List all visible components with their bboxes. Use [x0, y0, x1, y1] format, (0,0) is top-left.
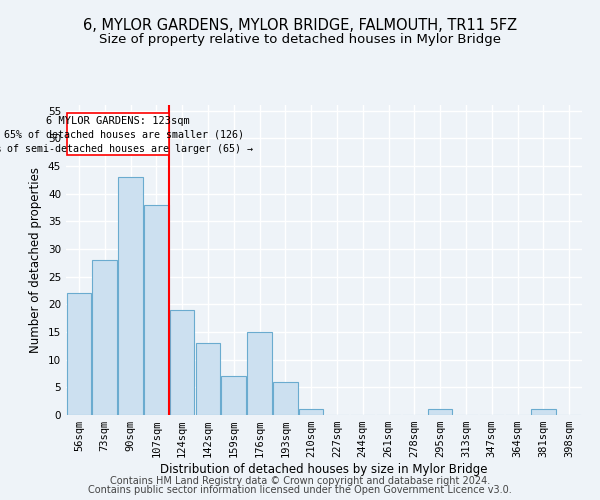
Bar [221, 376, 246, 415]
Bar [118, 177, 143, 415]
Bar [144, 204, 169, 415]
Bar [170, 310, 194, 415]
Text: Contains HM Land Registry data © Crown copyright and database right 2024.: Contains HM Land Registry data © Crown c… [110, 476, 490, 486]
Text: Contains public sector information licensed under the Open Government Licence v3: Contains public sector information licen… [88, 485, 512, 495]
Bar [92, 260, 117, 415]
Text: 34% of semi-detached houses are larger (65) →: 34% of semi-detached houses are larger (… [0, 144, 253, 154]
Text: ← 65% of detached houses are smaller (126): ← 65% of detached houses are smaller (12… [0, 130, 244, 140]
X-axis label: Distribution of detached houses by size in Mylor Bridge: Distribution of detached houses by size … [160, 463, 488, 476]
Bar [531, 410, 556, 415]
Text: 6, MYLOR GARDENS, MYLOR BRIDGE, FALMOUTH, TR11 5FZ: 6, MYLOR GARDENS, MYLOR BRIDGE, FALMOUTH… [83, 18, 517, 32]
Bar [196, 343, 220, 415]
Text: Size of property relative to detached houses in Mylor Bridge: Size of property relative to detached ho… [99, 32, 501, 46]
Text: 6 MYLOR GARDENS: 123sqm: 6 MYLOR GARDENS: 123sqm [46, 116, 190, 126]
Bar [67, 114, 169, 155]
Bar [428, 410, 452, 415]
Y-axis label: Number of detached properties: Number of detached properties [29, 167, 43, 353]
Bar [67, 293, 91, 415]
Bar [299, 410, 323, 415]
Bar [273, 382, 298, 415]
Bar [247, 332, 272, 415]
